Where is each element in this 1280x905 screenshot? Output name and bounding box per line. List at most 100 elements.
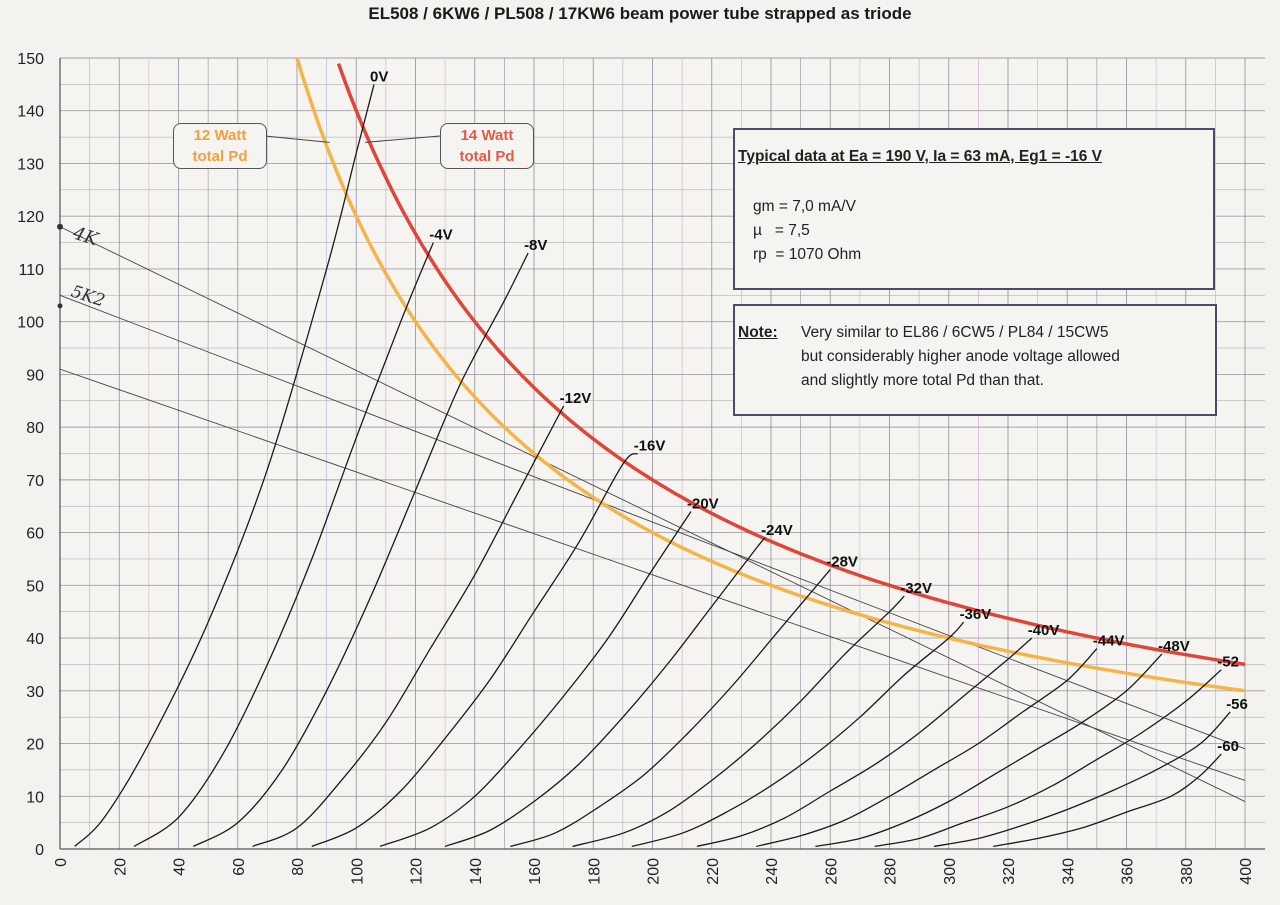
pd14-label-line2: total Pd xyxy=(459,148,515,165)
plate-curve xyxy=(933,711,1231,848)
x-tick-label: 360 xyxy=(1120,858,1137,885)
y-axis-ticks: 0 10 20 30 40 50 60 70 80 90 100 110 120 130 140 150 xyxy=(17,51,44,859)
note-line-3: and slightly more total Pd than that. xyxy=(801,372,1044,389)
plate-curve xyxy=(252,405,565,848)
pd14-label: 14 Watt total Pd xyxy=(440,123,534,169)
x-tick-label: 140 xyxy=(468,858,485,885)
plate-curve xyxy=(133,242,434,847)
x-tick-label: 200 xyxy=(646,858,663,885)
plate-curve xyxy=(696,637,1033,848)
plate-curve xyxy=(444,537,766,848)
x-tick-label: 220 xyxy=(705,858,722,885)
curve-label: -4V xyxy=(429,227,452,244)
note-line-1: Very similar to EL86 / 6CW5 / PL84 / 15C… xyxy=(801,324,1109,341)
typical-rp: rp = 1070 Ohm xyxy=(753,246,862,263)
x-tick-label: 0 xyxy=(53,858,70,867)
plate-curve xyxy=(993,753,1222,848)
plate-curve xyxy=(572,595,905,848)
y-tick-label: 110 xyxy=(18,262,44,279)
x-tick-label: 100 xyxy=(349,858,366,885)
typical-data-box: Typical data at Ea = 190 V, Ia = 63 mA, … xyxy=(733,128,1215,290)
x-tick-label: 280 xyxy=(883,858,900,885)
pd14-leader xyxy=(365,135,441,143)
x-tick-label: 340 xyxy=(1060,858,1077,885)
y-tick-label: 10 xyxy=(26,789,44,806)
curve-label: -56 xyxy=(1226,696,1248,713)
x-tick-label: 40 xyxy=(172,858,189,876)
plate-curve xyxy=(510,569,831,848)
curve-label: -16V xyxy=(634,438,666,455)
typical-mu: µ = 7,5 xyxy=(753,222,810,239)
note-line-2: but considerably higher anode voltage al… xyxy=(801,348,1120,365)
y-tick-label: 150 xyxy=(17,51,44,68)
curve-label: -28V xyxy=(826,554,858,571)
x-tick-label: 260 xyxy=(823,858,840,885)
plate-curve xyxy=(192,252,529,847)
load-lines xyxy=(57,223,1246,802)
x-tick-label: 300 xyxy=(942,858,959,885)
pd12-label-line2: total Pd xyxy=(192,148,248,165)
x-tick-label: 400 xyxy=(1238,858,1255,885)
chart-title: EL508 / 6KW6 / PL508 / 17KW6 beam power … xyxy=(368,4,912,23)
plate-curve xyxy=(379,511,692,848)
y-tick-label: 70 xyxy=(26,473,44,490)
plate-curves xyxy=(74,84,1231,848)
y-tick-label: 40 xyxy=(26,631,44,648)
curve-label: -20V xyxy=(687,496,719,513)
note-box: Note: Very similar to EL86 / 6CW5 / PL84… xyxy=(733,304,1217,416)
plate-curve xyxy=(74,84,375,847)
plate-curve xyxy=(874,669,1222,848)
x-tick-label: 80 xyxy=(290,858,307,876)
y-tick-label: 140 xyxy=(17,104,44,121)
pd-curve xyxy=(336,63,1246,667)
y-tick-label: 130 xyxy=(17,156,44,173)
plate-curve xyxy=(815,653,1163,848)
x-axis-ticks: 0 20 40 60 80 100 120 140 160 180 200 220 240 260 280 3… xyxy=(53,858,1255,885)
pd14-label-line1: 14 Watt xyxy=(460,127,514,144)
x-tick-label: 60 xyxy=(231,858,248,876)
x-tick-label: 240 xyxy=(764,858,781,885)
curve-label: -52 xyxy=(1217,654,1239,671)
load-line xyxy=(59,368,1246,781)
curve-label: -32V xyxy=(900,580,932,597)
curve-label: -48V xyxy=(1158,638,1190,655)
note-label: Note: xyxy=(738,324,778,341)
load-line-point xyxy=(57,303,63,309)
load-line-point xyxy=(57,223,63,230)
y-tick-label: 80 xyxy=(26,420,44,437)
typical-gm: gm = 7,0 mA/V xyxy=(753,198,856,215)
y-tick-label: 90 xyxy=(26,367,44,384)
y-tick-label: 120 xyxy=(17,209,44,226)
y-tick-label: 30 xyxy=(26,684,44,701)
y-tick-label: 100 xyxy=(17,315,44,332)
curve-label: 0V xyxy=(370,68,388,85)
y-tick-label: 50 xyxy=(26,578,44,595)
curve-label: -24V xyxy=(761,522,793,539)
typical-data-heading: Typical data at Ea = 190 V, Ia = 63 mA, … xyxy=(738,148,1103,165)
y-tick-label: 20 xyxy=(26,737,44,754)
x-tick-label: 320 xyxy=(1001,858,1018,885)
y-tick-label: 0 xyxy=(35,842,44,859)
pd12-label: 12 Watt total Pd xyxy=(173,123,267,169)
pd12-label-line1: 12 Watt xyxy=(193,127,247,144)
power-dissipation-curves xyxy=(264,57,1246,693)
x-tick-label: 180 xyxy=(586,858,603,885)
curve-label: -8V xyxy=(524,237,547,254)
curve-label: -40V xyxy=(1028,622,1060,639)
pd12-leader xyxy=(264,135,330,143)
pd-curve xyxy=(295,57,1246,693)
x-tick-label: 120 xyxy=(409,858,426,885)
load-line xyxy=(59,226,1246,802)
y-tick-label: 60 xyxy=(26,526,44,543)
curve-label: -60 xyxy=(1217,738,1239,755)
x-tick-label: 380 xyxy=(1179,858,1196,885)
curve-label: -36V xyxy=(960,606,992,623)
plate-curve xyxy=(631,621,965,848)
curve-label: -12V xyxy=(560,390,592,407)
x-tick-label: 160 xyxy=(527,858,544,885)
x-tick-label: 20 xyxy=(112,858,129,876)
load-line xyxy=(59,294,1246,750)
plate-curve xyxy=(756,648,1098,848)
plate-curve xyxy=(311,452,639,847)
curve-label: -44V xyxy=(1093,633,1125,650)
